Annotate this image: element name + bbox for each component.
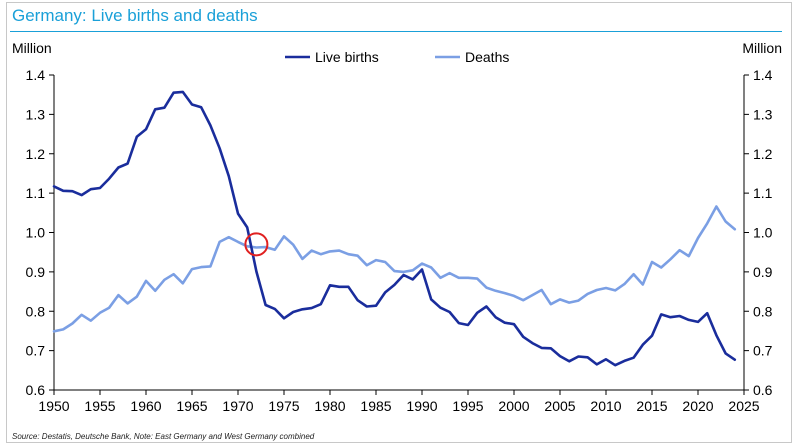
y-tick-label-right: 1.2 bbox=[753, 146, 773, 162]
right-axis-unit: Million bbox=[742, 40, 782, 56]
series-layer bbox=[52, 90, 737, 367]
x-tick-label: 1980 bbox=[314, 398, 345, 414]
left-axis-unit: Million bbox=[12, 40, 52, 56]
x-tick-label: 1955 bbox=[84, 398, 115, 414]
y-tick-label-left: 1.1 bbox=[26, 185, 46, 201]
annotation-layer bbox=[244, 232, 269, 257]
chart-title: Germany: Live births and deaths bbox=[12, 6, 258, 25]
y-tick-label-right: 1.3 bbox=[753, 106, 773, 122]
x-tick-label: 2015 bbox=[636, 398, 667, 414]
x-tick-label: 2025 bbox=[728, 398, 759, 414]
x-tick-label: 2010 bbox=[590, 398, 621, 414]
legend-label-live-births: Live births bbox=[315, 49, 379, 65]
x-tick-label: 1950 bbox=[38, 398, 69, 414]
x-tick-label: 1960 bbox=[130, 398, 161, 414]
x-tick-label: 2020 bbox=[682, 398, 713, 414]
source-note: Source: Destatis, Deutsche Bank, Note: E… bbox=[12, 432, 315, 441]
y-tick-label-right: 0.6 bbox=[753, 382, 773, 398]
title-underline bbox=[10, 31, 782, 32]
y-tick-label-left: 0.6 bbox=[26, 382, 46, 398]
crossover-circle-annotation bbox=[244, 232, 269, 257]
legend: Live births Deaths bbox=[285, 49, 509, 65]
series-line-live-births bbox=[52, 90, 737, 367]
x-tick-label: 2005 bbox=[544, 398, 575, 414]
y-tick-label-left: 1.0 bbox=[26, 225, 46, 241]
legend-label-deaths: Deaths bbox=[465, 49, 509, 65]
y-tick-label-left: 1.3 bbox=[26, 106, 46, 122]
y-tick-label-right: 0.8 bbox=[753, 303, 773, 319]
y-tick-label-right: 1.4 bbox=[753, 67, 773, 83]
x-tick-label: 1970 bbox=[222, 398, 253, 414]
y-tick-label-right: 1.1 bbox=[753, 185, 773, 201]
y-tick-label-left: 0.7 bbox=[26, 343, 46, 359]
x-tick-label: 1975 bbox=[268, 398, 299, 414]
y-tick-label-left: 0.8 bbox=[26, 303, 46, 319]
x-tick-label: 2000 bbox=[498, 398, 529, 414]
x-tick-label: 1965 bbox=[176, 398, 207, 414]
y-tick-label-right: 0.7 bbox=[753, 343, 773, 359]
x-tick-label: 1990 bbox=[406, 398, 437, 414]
y-tick-label-right: 0.9 bbox=[753, 264, 773, 280]
y-tick-label-left: 0.9 bbox=[26, 264, 46, 280]
y-tick-label-right: 1.0 bbox=[753, 225, 773, 241]
x-tick-label: 1985 bbox=[360, 398, 391, 414]
x-tick-label: 1995 bbox=[452, 398, 483, 414]
series-line-deaths bbox=[52, 205, 737, 333]
y-tick-label-left: 1.2 bbox=[26, 146, 46, 162]
y-tick-label-left: 1.4 bbox=[26, 67, 46, 83]
axes-layer: 0.6 0.6 0.7 0.7 0.8 0.8 0.9 0.9 1.0 1.0 1.1 1.1 1.2 1… bbox=[26, 67, 773, 414]
